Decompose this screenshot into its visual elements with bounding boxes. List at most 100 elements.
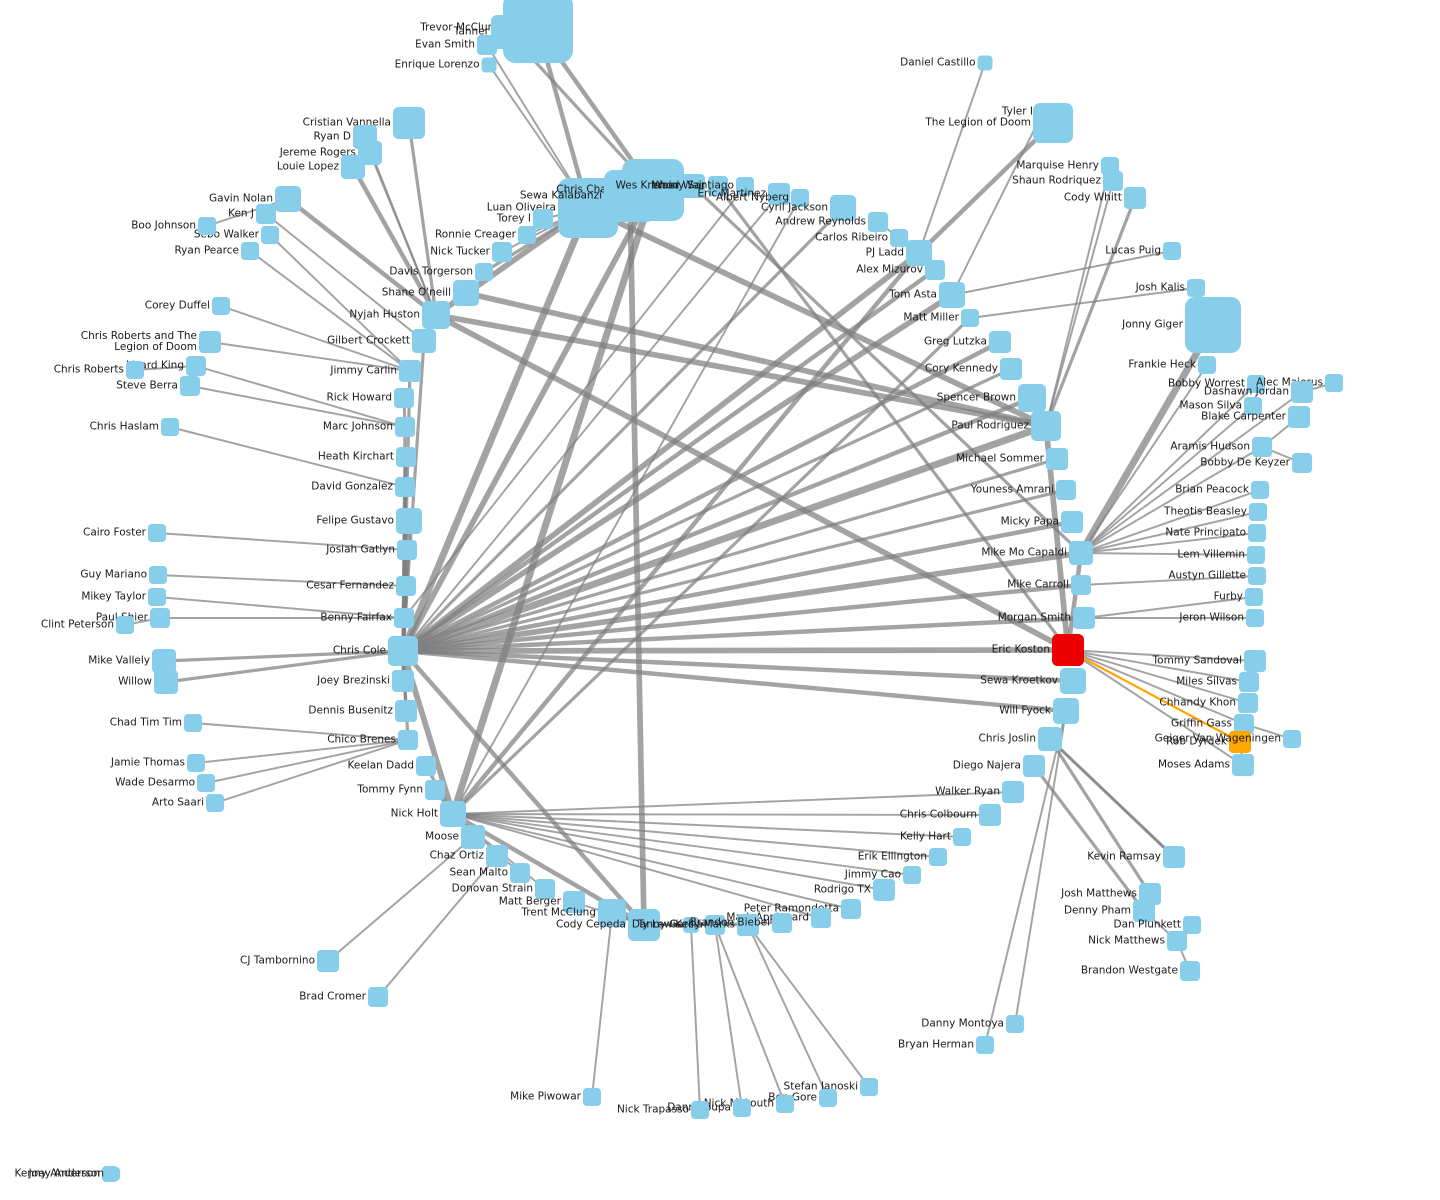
graph-node[interactable] xyxy=(1073,607,1095,629)
graph-edge[interactable] xyxy=(747,924,870,1088)
graph-edge[interactable] xyxy=(220,305,411,372)
graph-node[interactable] xyxy=(197,774,215,792)
graph-node[interactable] xyxy=(199,331,221,353)
graph-node[interactable] xyxy=(1163,846,1185,868)
graph-edge[interactable] xyxy=(1045,165,1111,427)
graph-node[interactable] xyxy=(416,756,436,776)
graph-node[interactable] xyxy=(148,524,166,542)
graph-node[interactable] xyxy=(396,508,422,534)
graph-edge[interactable] xyxy=(1067,649,1249,704)
graph-node[interactable] xyxy=(961,309,979,327)
graph-node[interactable] xyxy=(388,636,418,666)
graph-node[interactable] xyxy=(1248,567,1266,585)
graph-node[interactable] xyxy=(1249,503,1267,521)
graph-node[interactable] xyxy=(1291,381,1313,403)
graph-node[interactable] xyxy=(150,608,170,628)
graph-node[interactable] xyxy=(1000,358,1022,380)
graph-node[interactable] xyxy=(397,540,417,560)
graph-edge[interactable] xyxy=(400,648,1069,714)
graph-edge[interactable] xyxy=(716,184,1070,652)
graph-edge[interactable] xyxy=(400,615,1087,654)
graph-node[interactable] xyxy=(275,186,301,212)
graph-edge[interactable] xyxy=(400,550,1084,654)
graph-node[interactable] xyxy=(1163,242,1181,260)
graph-node[interactable] xyxy=(453,280,479,306)
graph-node[interactable] xyxy=(1071,575,1091,595)
graph-node[interactable] xyxy=(412,329,436,353)
graph-edge[interactable] xyxy=(350,164,439,318)
graph-node[interactable] xyxy=(1239,672,1259,692)
graph-edge[interactable] xyxy=(400,187,656,654)
graph-edge[interactable] xyxy=(269,234,411,372)
graph-node[interactable] xyxy=(1232,754,1254,776)
graph-edge[interactable] xyxy=(918,62,986,254)
graph-node[interactable] xyxy=(776,1095,794,1113)
graph-node[interactable] xyxy=(977,55,993,71)
graph-node[interactable] xyxy=(394,388,414,408)
graph-node[interactable] xyxy=(1247,375,1265,393)
graph-node[interactable] xyxy=(1292,453,1312,473)
graph-node[interactable] xyxy=(1033,103,1073,143)
graph-node[interactable] xyxy=(161,418,179,436)
graph-node[interactable] xyxy=(186,356,206,376)
graph-edge[interactable] xyxy=(164,649,405,684)
graph-node[interactable] xyxy=(1006,1015,1024,1033)
graph-node[interactable] xyxy=(1124,187,1146,209)
graph-node[interactable] xyxy=(939,282,965,308)
graph-node[interactable] xyxy=(583,1088,601,1106)
graph-edge[interactable] xyxy=(1067,649,1244,766)
graph-node[interactable] xyxy=(206,794,224,812)
graph-node[interactable] xyxy=(398,730,418,750)
graph-edge[interactable] xyxy=(627,193,647,928)
graph-node[interactable] xyxy=(1139,883,1161,905)
graph-node[interactable] xyxy=(1183,916,1201,934)
graph-edge[interactable] xyxy=(1080,532,1258,554)
graph-node[interactable] xyxy=(396,576,416,596)
graph-edge[interactable] xyxy=(691,184,1083,555)
graph-edge[interactable] xyxy=(402,193,780,652)
graph-node[interactable] xyxy=(317,950,339,972)
graph-edge[interactable] xyxy=(452,813,991,816)
graph-edge[interactable] xyxy=(452,813,822,919)
graph-node[interactable] xyxy=(475,263,493,281)
graph-node[interactable] xyxy=(1031,411,1061,441)
graph-edge[interactable] xyxy=(407,121,438,317)
graph-edge[interactable] xyxy=(156,532,408,551)
graph-edge[interactable] xyxy=(452,813,852,910)
graph-node[interactable] xyxy=(1056,480,1076,500)
graph-node[interactable] xyxy=(768,183,790,205)
graph-edge[interactable] xyxy=(214,739,409,804)
graph-edge[interactable] xyxy=(285,196,439,318)
graph-node[interactable] xyxy=(184,714,202,732)
graph-node[interactable] xyxy=(598,899,626,927)
graph-edge[interactable] xyxy=(452,791,1014,815)
graph-node[interactable] xyxy=(1248,524,1266,542)
graph-edge[interactable] xyxy=(1065,550,1084,653)
graph-node[interactable] xyxy=(1018,384,1046,412)
graph-node[interactable] xyxy=(152,649,176,673)
graph-node[interactable] xyxy=(1101,157,1119,175)
graph-node[interactable] xyxy=(736,177,754,195)
graph-edge[interactable] xyxy=(400,395,1035,654)
graph-edge[interactable] xyxy=(984,710,1067,1046)
graph-node[interactable] xyxy=(1245,588,1263,606)
graph-edge[interactable] xyxy=(1067,649,1256,662)
graph-node[interactable] xyxy=(148,588,166,606)
graph-node[interactable] xyxy=(510,863,530,883)
graph-node[interactable] xyxy=(953,828,971,846)
graph-node[interactable] xyxy=(1244,650,1266,672)
graph-node[interactable] xyxy=(772,913,792,933)
graph-node[interactable] xyxy=(1325,374,1343,392)
graph-node[interactable] xyxy=(180,376,200,396)
graph-edge[interactable] xyxy=(400,519,1075,654)
graph-edge[interactable] xyxy=(714,924,786,1105)
graph-node[interactable] xyxy=(126,361,144,379)
graph-node[interactable] xyxy=(563,891,585,913)
graph-edge[interactable] xyxy=(400,250,922,654)
graph-node[interactable] xyxy=(691,1101,709,1119)
graph-node[interactable] xyxy=(241,242,259,260)
graph-node[interactable] xyxy=(116,616,134,634)
graph-edge[interactable] xyxy=(399,422,1050,655)
graph-node[interactable] xyxy=(819,1089,837,1107)
graph-node[interactable] xyxy=(1052,634,1084,666)
